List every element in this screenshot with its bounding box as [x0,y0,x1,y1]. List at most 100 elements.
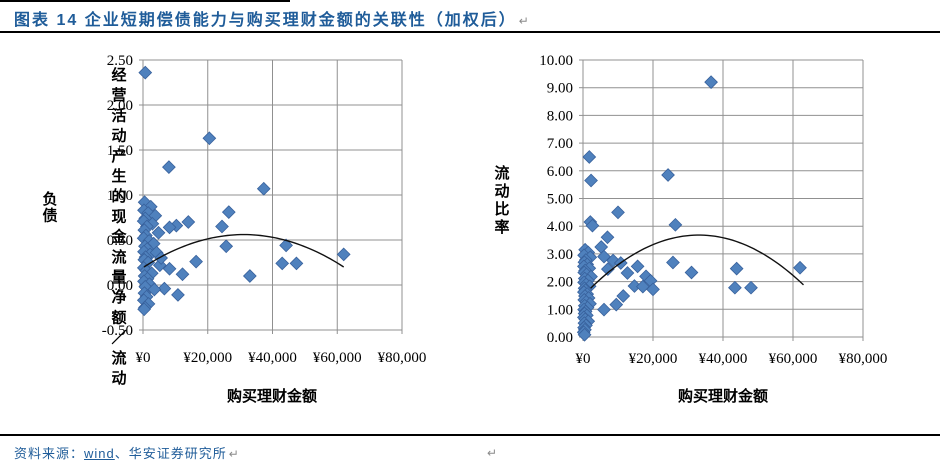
svg-text:负: 负 [42,190,57,208]
source-suffix: 、华安证券研究所 [114,446,227,461]
data-point-diamond [279,238,293,253]
svg-text:¥40,000: ¥40,000 [699,351,748,367]
svg-text:2.50: 2.50 [107,53,133,69]
svg-text:生: 生 [111,167,126,185]
svg-text:活: 活 [111,106,126,124]
data-point-diamond [162,220,177,235]
data-point-diamond [684,265,699,280]
svg-text:10.00: 10.00 [539,53,573,69]
svg-text:¥20,000: ¥20,000 [183,350,232,366]
paragraph-mark-icon: ↵ [228,447,239,461]
data-point-diamond [275,256,290,271]
svg-text:／: ／ [111,329,126,347]
data-point-diamond [646,282,660,297]
paragraph-mark-icon: ↵ [487,446,498,460]
data-point-diamond [630,259,645,274]
data-point-diamond [157,281,172,296]
svg-text:的: 的 [111,187,126,205]
svg-text:1.00: 1.00 [547,302,573,318]
data-point-diamond [793,260,807,275]
svg-text:动: 动 [111,127,126,145]
svg-text:产: 产 [111,147,126,165]
svg-text:4.00: 4.00 [547,219,573,235]
data-point-diamond [219,239,234,254]
svg-text:2.00: 2.00 [547,275,573,291]
svg-text:率: 率 [494,218,509,236]
left-scatter-chart: 2.50 2.00 1.50 1.00 0.50 0.00 -0.50¥0 ¥20,000 ¥4… [42,53,427,405]
svg-text:动: 动 [111,369,126,387]
data-point-diamond [620,266,635,280]
data-point-diamond [729,261,744,276]
data-point-diamond [162,261,177,276]
svg-text:¥20,000: ¥20,000 [629,351,678,367]
svg-text:流: 流 [494,164,509,182]
data-point-diamond [215,219,229,234]
data-point-diamond [137,302,151,317]
data-point-diamond [336,247,351,262]
data-point-diamond [171,288,185,302]
x-axis-title: 购买理财金额 [678,387,768,405]
svg-text:¥80,000: ¥80,000 [839,351,888,367]
svg-text:¥80,000: ¥80,000 [378,350,427,366]
data-point-diamond [668,217,683,232]
title-underline-rule [0,31,940,33]
scatter-points [136,65,351,317]
x-axis-tick-labels: ¥0 ¥20,000 ¥40,000 ¥60,000 ¥80,000 [136,350,427,366]
scatter-points [576,75,807,342]
svg-text:动: 动 [494,182,509,200]
data-point-diamond [744,280,758,295]
data-point-diamond [151,225,166,240]
svg-text:8.00: 8.00 [547,108,573,124]
svg-text:比: 比 [494,200,509,218]
svg-text:6.00: 6.00 [547,164,573,180]
data-point-diamond [600,230,615,245]
svg-text:2.00: 2.00 [107,98,133,114]
data-point-diamond [242,269,257,283]
figure-title: 图表 14 企业短期偿债能力与购买理财金额的关联性（加权后） ↵ [14,6,529,30]
svg-text:-0.50: -0.50 [102,323,133,339]
svg-text:5.00: 5.00 [547,192,573,208]
svg-text:7.00: 7.00 [547,136,573,152]
source-note: 资料来源：wind、华安证券研究所 ↵ [14,443,239,462]
source-prefix: 资料来源： [14,446,85,461]
svg-text:营: 营 [111,87,126,104]
data-point-diamond [221,205,236,219]
gridlines [579,59,864,341]
svg-text:¥0: ¥0 [136,350,151,366]
svg-text:流: 流 [111,248,126,266]
svg-text:¥60,000: ¥60,000 [313,350,362,366]
x-axis-tick-labels: ¥0 ¥20,000 ¥40,000 ¥60,000 ¥80,000 [576,351,888,367]
data-point-diamond [189,254,203,269]
data-point-diamond [256,181,271,196]
data-point-diamond [704,75,718,90]
data-point-diamond [202,131,217,146]
data-point-diamond [175,267,190,282]
svg-text:1.50: 1.50 [107,143,133,159]
data-point-diamond [138,65,153,80]
data-point-diamond [582,150,597,164]
x-axis-title: 购买理财金额 [227,387,317,405]
y-axis-tick-labels: 2.50 2.00 1.50 1.00 0.50 0.00 -0.50 [102,53,133,339]
data-point-diamond [289,256,304,271]
trend-line [590,234,804,289]
data-point-diamond [585,218,600,233]
svg-text:流: 流 [111,349,126,367]
data-point-diamond [616,289,631,303]
data-point-diamond [181,215,196,229]
svg-text:1.00: 1.00 [107,188,133,204]
data-point-diamond [666,255,680,270]
svg-text:经: 经 [111,66,126,84]
data-point-diamond [584,173,598,188]
data-point-diamond [728,280,742,295]
data-point-diamond [162,160,176,174]
paragraph-mark-icon: ↵ [518,14,529,28]
svg-text:0.00: 0.00 [547,330,573,346]
data-point-diamond [611,205,625,220]
svg-text:¥60,000: ¥60,000 [769,351,818,367]
data-point-diamond [594,240,609,254]
svg-text:¥40,000: ¥40,000 [248,350,297,366]
svg-text:0.50: 0.50 [107,233,133,249]
source-link-wind[interactable]: wind [84,446,115,461]
